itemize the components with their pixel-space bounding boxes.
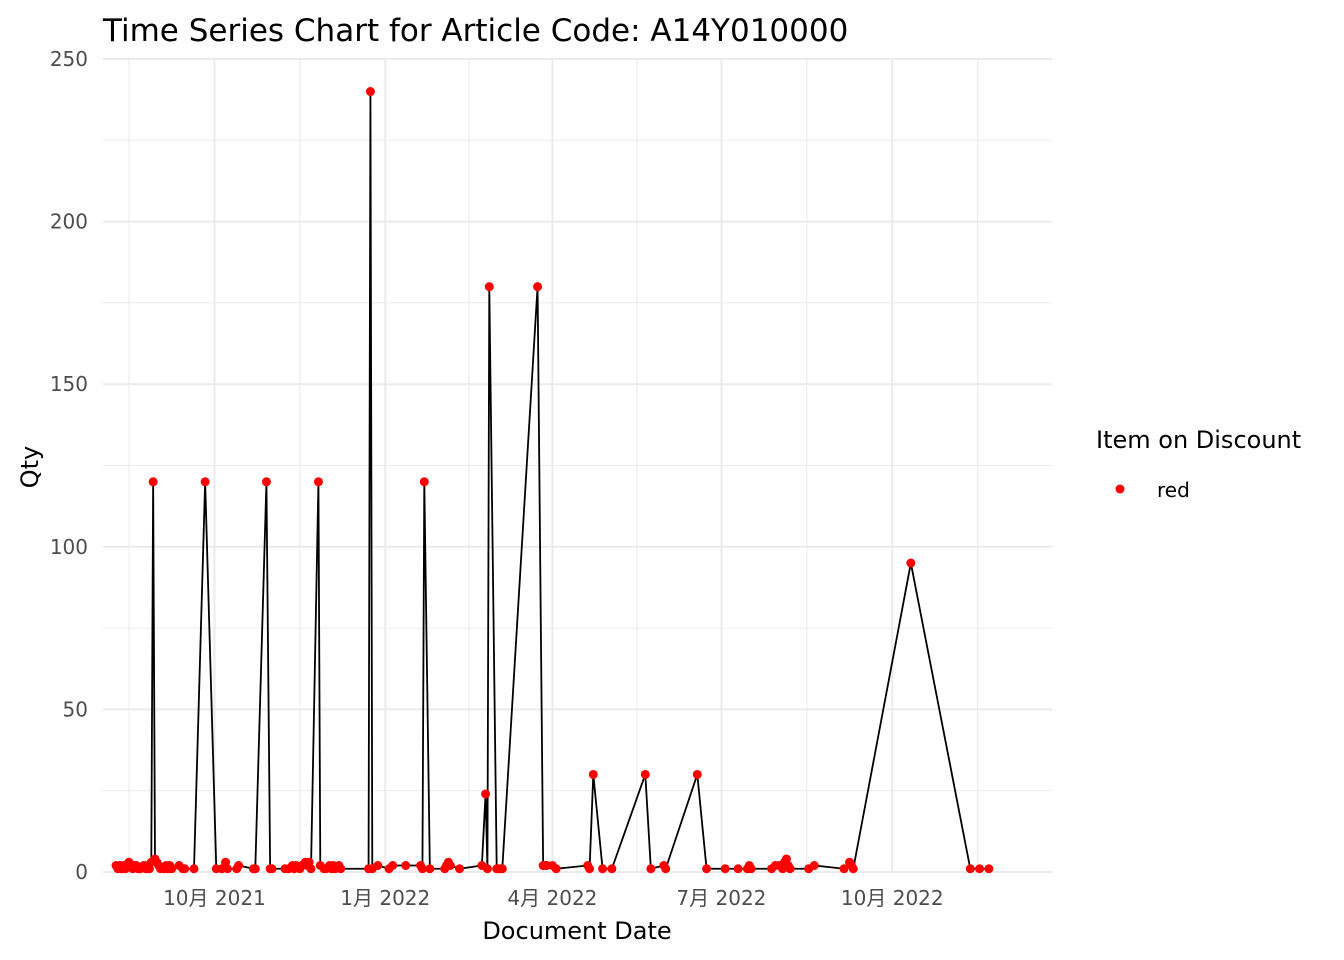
data-point xyxy=(148,477,158,487)
y-tick-label: 100 xyxy=(50,535,88,559)
y-tick-label: 200 xyxy=(50,210,88,234)
data-point xyxy=(481,789,491,799)
data-point xyxy=(482,864,492,874)
grid-minor xyxy=(103,59,1052,872)
x-tick-label: 10月 2021 xyxy=(163,886,266,910)
x-tick-label: 7月 2022 xyxy=(676,886,766,910)
y-axis-title: Qty xyxy=(16,446,44,489)
data-point xyxy=(640,769,650,779)
data-point xyxy=(365,87,375,97)
data-point xyxy=(785,864,795,874)
data-point xyxy=(906,558,916,568)
legend: Item on Discount red xyxy=(1096,426,1301,502)
data-point xyxy=(965,864,975,874)
data-point xyxy=(733,864,743,874)
x-axis-title: Document Date xyxy=(482,917,671,945)
legend-title: Item on Discount xyxy=(1096,426,1301,454)
y-tick-label: 50 xyxy=(63,697,88,721)
data-point xyxy=(720,864,730,874)
data-point xyxy=(588,769,598,779)
data-point xyxy=(180,864,190,874)
data-point xyxy=(267,864,277,874)
data-point xyxy=(401,861,411,870)
x-tick-label: 10月 2022 xyxy=(841,886,944,910)
data-point xyxy=(261,477,271,487)
data-point xyxy=(646,864,656,874)
data-point xyxy=(848,864,858,874)
data-point xyxy=(984,864,994,874)
data-point xyxy=(497,864,507,874)
data-point xyxy=(306,864,316,874)
data-point xyxy=(388,861,398,870)
data-point xyxy=(313,477,323,487)
data-point xyxy=(167,864,177,874)
data-point xyxy=(975,864,985,874)
x-tick-label: 4月 2022 xyxy=(507,886,597,910)
grid-major xyxy=(103,58,1052,873)
data-point xyxy=(551,864,561,874)
data-point xyxy=(607,864,617,874)
data-point xyxy=(425,864,435,874)
data-point xyxy=(598,864,608,874)
data-point xyxy=(234,861,244,870)
legend-key-red xyxy=(1115,484,1125,494)
data-point xyxy=(455,864,465,874)
data-point xyxy=(419,477,429,487)
data-point xyxy=(839,864,849,874)
data-point xyxy=(533,282,543,292)
data-point xyxy=(484,282,494,292)
data-point xyxy=(746,864,756,874)
chart-title: Time Series Chart for Article Code: A14Y… xyxy=(102,13,848,49)
data-point xyxy=(222,864,232,874)
series-points-group xyxy=(111,87,994,874)
data-point xyxy=(373,861,383,870)
y-tick-label: 0 xyxy=(75,860,88,884)
data-point xyxy=(661,864,671,874)
data-point xyxy=(417,864,427,874)
y-axis-tick-labels: 0 50 100 150 200 250 xyxy=(50,47,88,884)
y-tick-label: 250 xyxy=(50,47,88,71)
data-point xyxy=(702,864,712,874)
data-point xyxy=(692,769,702,779)
data-point xyxy=(445,861,455,870)
y-tick-label: 150 xyxy=(50,372,88,396)
data-point xyxy=(189,864,199,874)
data-point xyxy=(809,861,819,870)
data-point xyxy=(250,864,260,874)
data-point xyxy=(336,864,346,874)
x-axis-tick-labels: 10月 2021 1月 2022 4月 2022 7月 2022 10月 2022 xyxy=(163,886,944,910)
data-point xyxy=(585,864,595,874)
legend-label: red xyxy=(1157,478,1190,502)
x-tick-label: 1月 2022 xyxy=(340,886,430,910)
data-point xyxy=(200,477,210,487)
